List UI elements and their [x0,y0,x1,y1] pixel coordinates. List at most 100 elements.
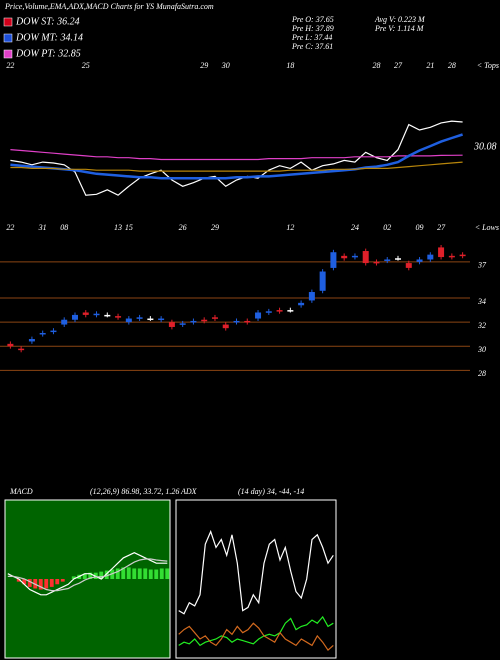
x-tick-label: 29 [200,61,208,70]
candle-body [233,320,240,323]
candle-body [384,259,391,261]
candle-body [341,255,348,259]
x-tick-label: 18 [286,61,294,70]
histogram-bar [165,568,170,579]
series-line [178,529,334,615]
candle-body [82,312,89,315]
series-line [178,615,334,647]
dow-label: DOW ST: 36.24 [15,16,80,27]
histogram-bar [115,568,120,579]
candle-body [39,332,46,335]
candle-body [416,259,423,262]
candle-body [115,316,122,318]
candle-body [395,258,402,260]
candle-body [147,318,154,321]
x-tick-label: 12 [286,223,294,232]
candle-body [61,319,68,325]
histogram-bar [148,569,153,579]
histogram-bar [154,569,159,579]
stat: Pre O: 37.65 [291,15,334,24]
x-tick-label: 22 [6,61,14,70]
x-tick-label: 27 [394,61,403,70]
series-line [10,120,463,196]
x-tick-label: 25 [82,61,90,70]
y-tick-label: 34 [477,297,486,306]
candle-body [28,339,35,342]
candle-body [93,313,100,316]
x-tick-label: 08 [60,223,68,232]
candle-body [373,261,380,264]
histogram-bar [22,579,27,585]
stat: Pre H: 37.89 [291,24,334,33]
candle-body [448,255,455,258]
candle-body [158,318,165,321]
y-tick-label: 37 [477,261,487,270]
series-line [10,149,463,161]
histogram-bar [71,576,76,579]
candle-body [265,311,272,313]
candle-body [405,263,412,268]
dow-swatch [3,33,13,43]
value-label: 30.08 [473,141,497,152]
histogram-bar [60,579,65,582]
x-tick-label: 26 [179,223,187,232]
x-tick-label: 09 [416,223,424,232]
x-tick-label: 27 [437,223,446,232]
candle-body [298,302,305,306]
panel-subtitle: (14 day) 34, -44, -14 [238,487,304,496]
histogram-bar [55,579,60,585]
corner-label: < Tops [477,61,499,70]
x-tick-label: 15 [125,223,133,232]
candle-body [351,255,358,258]
stat: Pre V: 1.114 M [374,24,425,33]
series-line [7,558,168,592]
x-tick-label: 22 [6,223,14,232]
histogram-bar [121,567,126,579]
candle-body [104,314,111,317]
candle-body [427,254,434,260]
x-tick-label: 24 [351,223,359,232]
stat: Avg V: 0.223 M [374,15,426,24]
candle-body [211,317,218,319]
y-tick-label: 30 [477,345,486,354]
candle-body [330,252,337,268]
histogram-bar [143,568,148,579]
histogram-bar [27,579,32,587]
histogram-bar [44,579,49,589]
y-tick-label: 32 [477,321,486,330]
candle-body [308,292,315,301]
x-tick-label: 13 [114,223,122,232]
candle-body [438,247,445,258]
histogram-bar [88,572,93,579]
panel-subtitle: (12,26,9) 86.98, 33.72, 1.26 [90,487,179,496]
stat: Pre L: 37.44 [291,33,332,42]
x-tick-label: 31 [38,223,47,232]
series-line [7,552,168,596]
panel-title: MACD [9,487,33,496]
histogram-bar [104,570,109,579]
histogram-bar [82,573,87,579]
candle-body [287,310,294,312]
corner-label: < Lows [475,223,499,232]
histogram-bar [99,571,104,579]
candle-body [50,330,57,333]
histogram-bar [132,568,137,579]
series-line [10,161,463,172]
candle-body [125,318,132,323]
histogram-bar [126,567,131,579]
x-tick-label: 29 [211,223,219,232]
candle-body [71,314,78,320]
candle-body [168,322,175,327]
candle-body [276,310,283,312]
candle-body [136,317,143,319]
candle-body [18,348,25,351]
dow-swatch [3,17,13,27]
histogram-bar [159,568,164,579]
candle-body [244,320,251,323]
candle-body [222,324,229,329]
x-tick-label: 02 [383,223,391,232]
panel-title: ADX [180,487,198,496]
candle-body [319,271,326,291]
histogram-bar [38,579,43,590]
